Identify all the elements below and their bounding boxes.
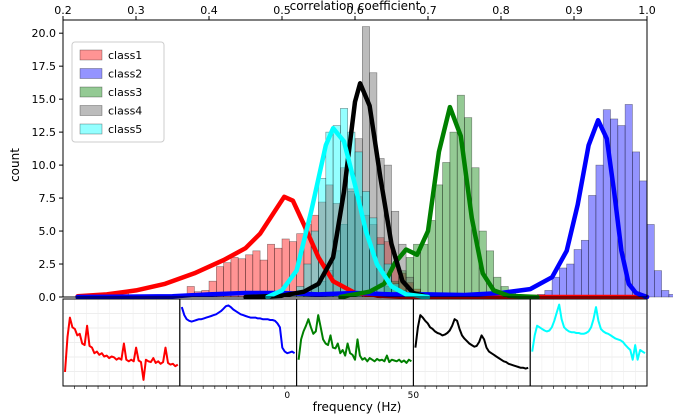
histogram-bar-class2 [661, 290, 670, 298]
spectrum-panel-class4 [412, 298, 531, 389]
histogram-bar-class1 [245, 254, 254, 298]
spectrum-panels: 0 50 [62, 298, 648, 401]
histogram-bar-class2 [595, 164, 604, 298]
legend-label-class4: class4 [108, 105, 142, 118]
spectrum-panel-class1 [62, 298, 181, 389]
x-tick-label: 0.9 [565, 4, 583, 17]
x-tick-label: 0.7 [419, 4, 437, 17]
histogram-bar-class2 [566, 263, 575, 298]
legend-box [71, 41, 165, 143]
density-curves [75, 81, 650, 300]
histogram-bar-class3 [442, 162, 451, 298]
legend-swatch-class4 [79, 105, 103, 116]
x-tick-label: 1.0 [638, 4, 656, 17]
legend-swatch-class2 [79, 68, 103, 79]
histogram-bar-class2 [646, 224, 655, 298]
x-tick-label: 0.6 [346, 4, 364, 17]
legend-label-class3: class3 [108, 86, 142, 99]
legend-swatch-class3 [79, 86, 103, 98]
kde-curve-class4 [243, 81, 431, 300]
histogram-bar-class2 [580, 239, 589, 298]
spectrum-line-class2 [180, 304, 296, 355]
legend-label-class1: class1 [108, 49, 142, 62]
y-tick-label: 15.0 [32, 93, 57, 106]
spectrum-x-tick-label: 0 [284, 391, 290, 401]
spectrum-x-tick-label: 50 [408, 391, 420, 401]
spectrum-line-class1 [64, 316, 179, 381]
x-tick-label: 0.8 [492, 4, 510, 17]
histogram-bar-class1 [230, 257, 239, 298]
y-tick-label: 7.5 [39, 192, 57, 205]
x-tick-label: 0.5 [273, 4, 291, 17]
kde-curve-class2 [75, 117, 650, 300]
y-tick-label: 5.0 [39, 225, 57, 238]
top-axis-label: correlation coefficient [290, 0, 421, 13]
histogram-bar-class2 [588, 195, 597, 298]
y-tick-label: 10.0 [32, 159, 57, 172]
histogram-bar-class2 [639, 180, 648, 298]
legend-swatch-class1 [79, 49, 103, 61]
histogram-bar-class2 [559, 267, 568, 298]
histogram-bar-class2 [573, 249, 582, 298]
y-axis-label: count [8, 148, 22, 182]
legend-label-class5: class5 [108, 123, 142, 136]
y-tick-label: 20.0 [32, 27, 57, 40]
y-tick-label: 12.5 [32, 126, 57, 139]
histogram-bar-class3 [420, 243, 429, 298]
histogram-bar-class3 [449, 131, 458, 298]
x-tick-label: 0.4 [200, 4, 218, 17]
kde-curve-class5 [265, 125, 431, 300]
x-tick-label: 0.3 [127, 4, 145, 17]
spectrum-frame [529, 298, 648, 387]
histogram-bar-class1 [267, 243, 275, 298]
spectrum-panel-class5 [529, 298, 648, 389]
spectrum-panel-class3 [296, 298, 414, 389]
spectrum-line-class4 [414, 314, 529, 370]
main-axes: 0.2 0.3 0.4 0.5 0.6 0.7 0.8 0.9 1.0 0.0 2.5 5.0 7.5 1… [32, 4, 656, 304]
spectrum-line-class3 [297, 314, 412, 364]
legend-label-class2: class2 [108, 68, 142, 81]
histogram-bar-class2 [653, 270, 662, 298]
y-tick-label: 0.0 [39, 291, 57, 304]
legend: class1 class2 class3 class4 class5 [71, 41, 165, 143]
histogram-bar-class2 [551, 276, 560, 298]
histogram-bar-class1 [252, 250, 261, 298]
spectrum-panel-class2 [179, 298, 298, 389]
histogram-bar-class2 [668, 294, 673, 298]
histogram-bar-class5 [354, 151, 363, 298]
histogram-bar-class3 [434, 184, 443, 298]
y-tick-label: 2.5 [39, 258, 57, 271]
histogram-bar-class2 [632, 151, 641, 298]
y-tick-label: 17.5 [32, 60, 57, 73]
x-tick-label: 0.2 [54, 4, 72, 17]
bottom-axis-label: frequency (Hz) [313, 400, 402, 414]
legend-swatch-class5 [79, 123, 103, 135]
spectrum-line-class5 [531, 303, 646, 361]
